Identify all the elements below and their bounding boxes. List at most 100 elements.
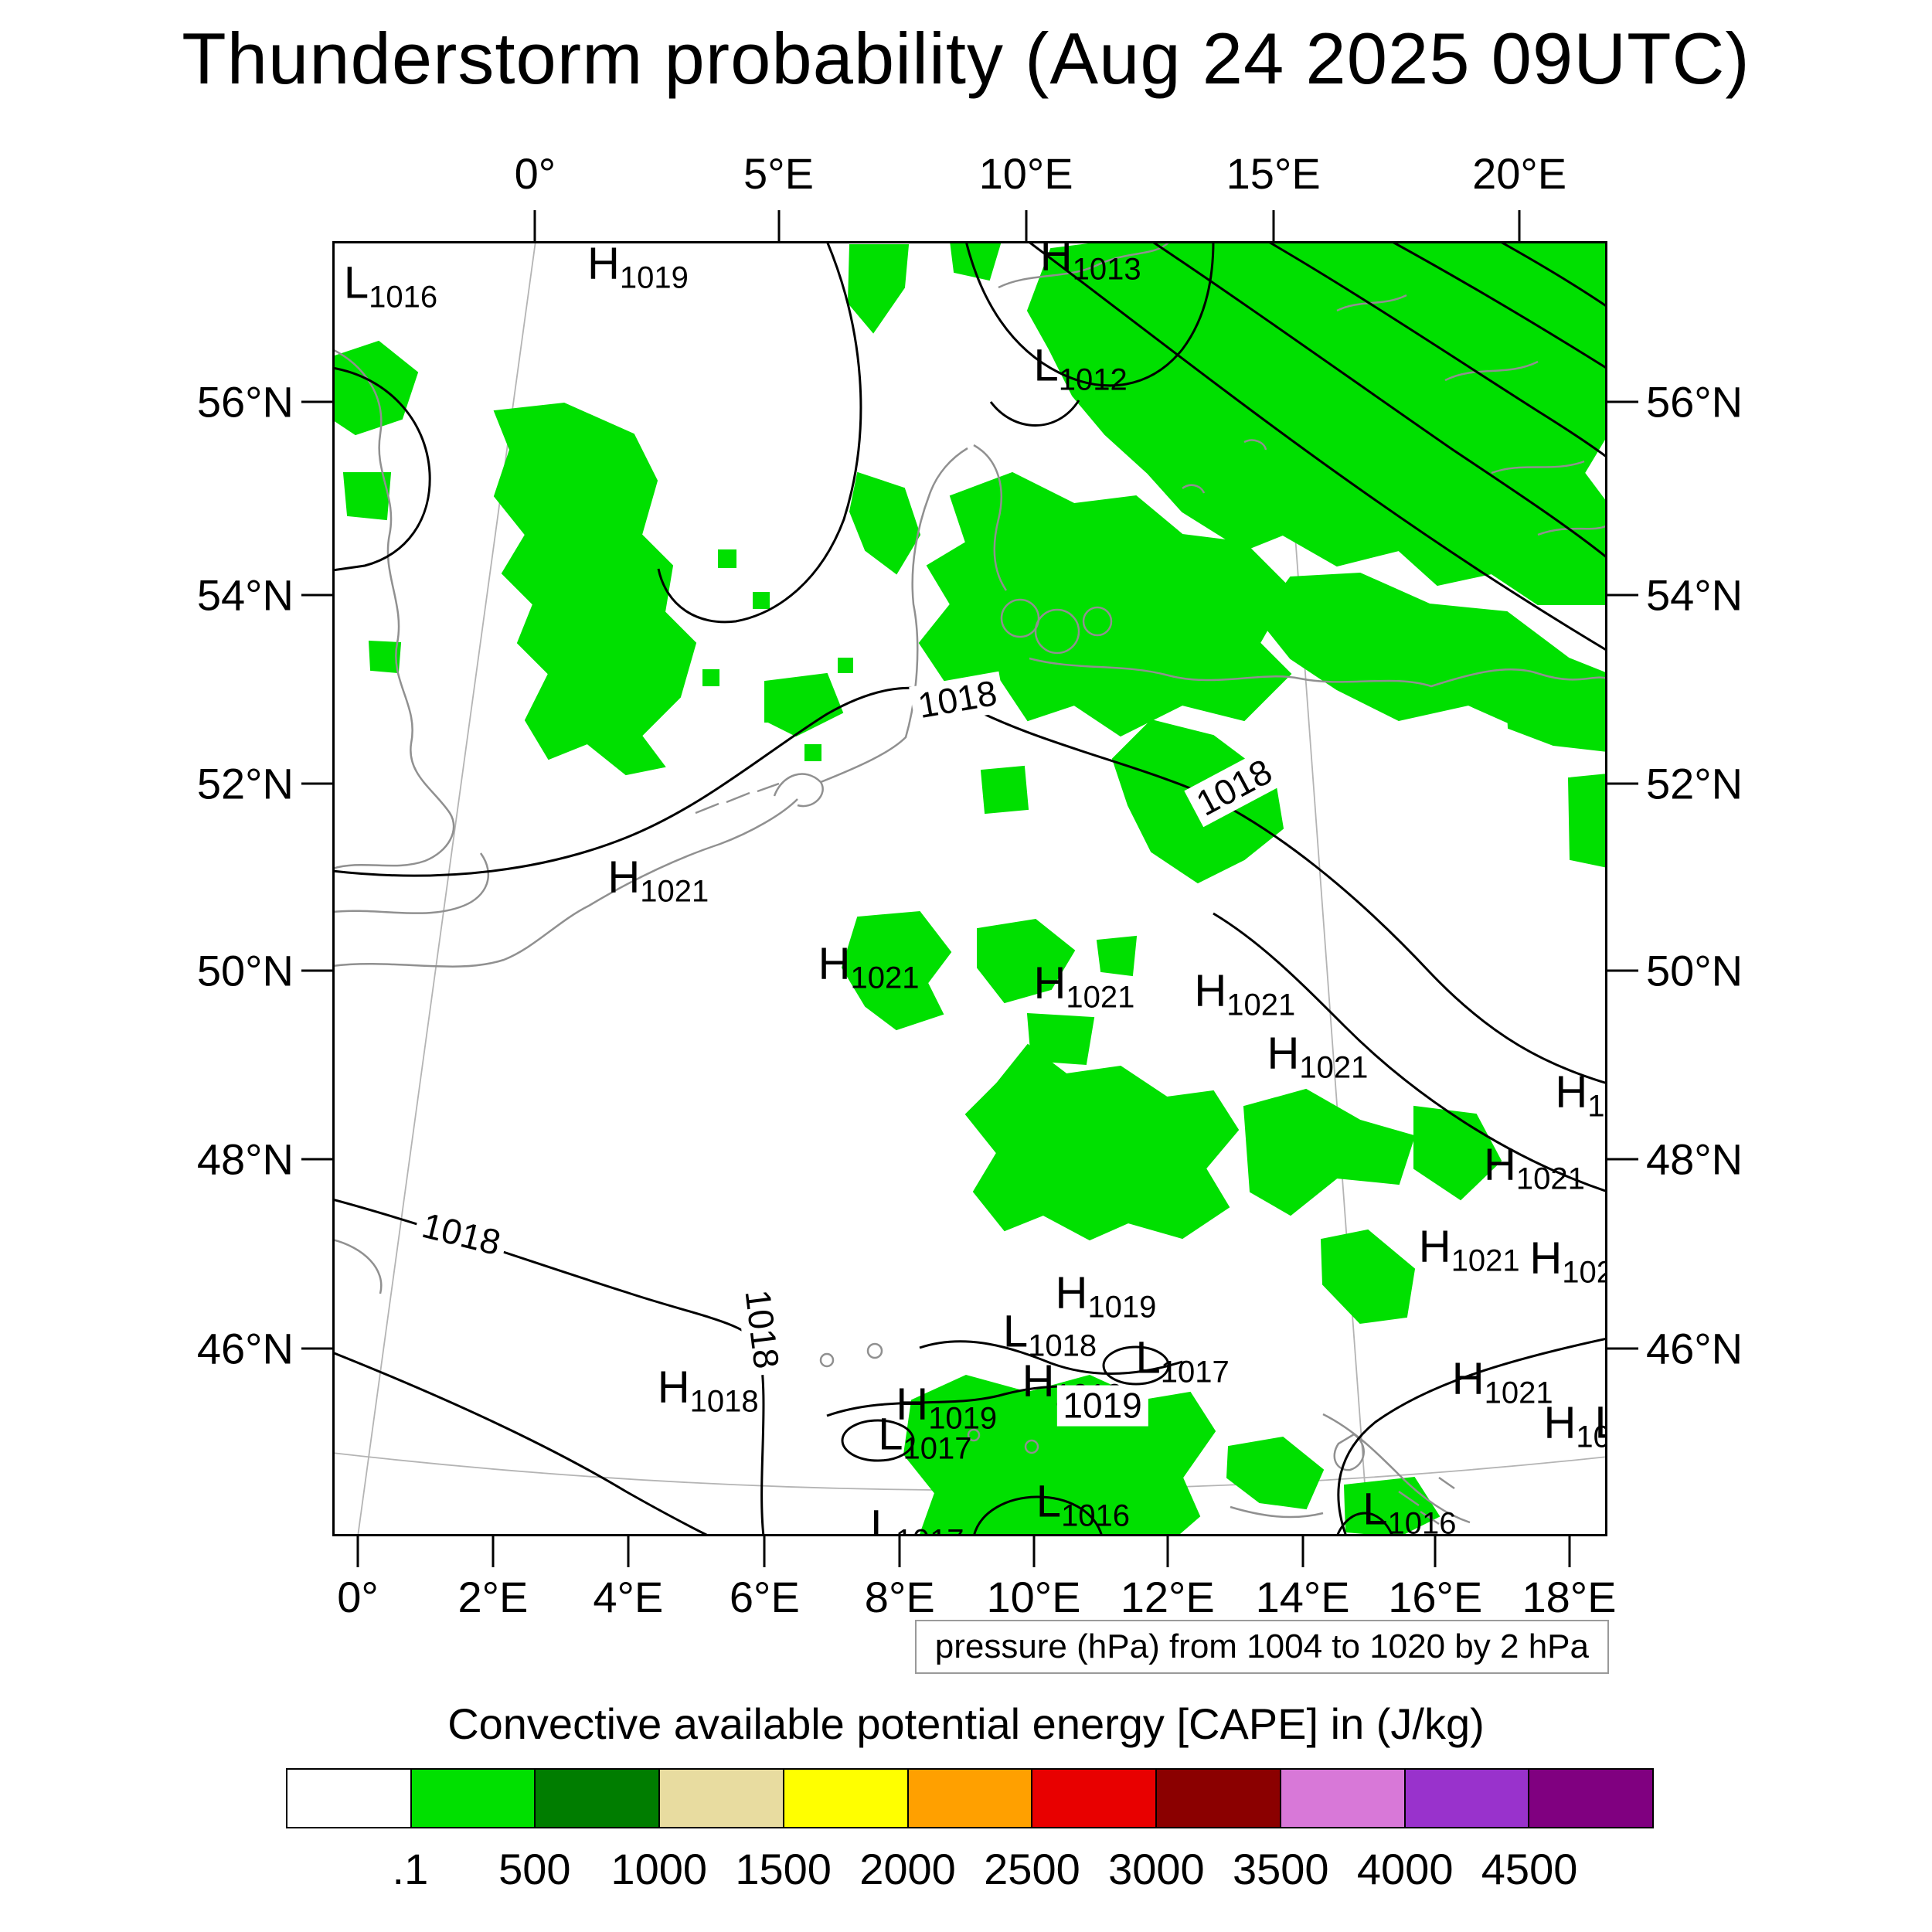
axis-label-bottom: 14°E — [1255, 1573, 1350, 1621]
axis-tick-left — [301, 400, 332, 403]
pressure-marker-h-1021: H1021 — [1418, 1221, 1520, 1278]
pressure-letter: L — [870, 1501, 896, 1536]
axis-label-right: 54°N — [1646, 570, 1743, 620]
axis-tick-top — [1272, 210, 1275, 241]
colorbar-tick-label: 1000 — [611, 1845, 708, 1893]
axis-tick-bottom — [627, 1536, 630, 1567]
contour-label: 1018 — [736, 1281, 788, 1377]
pressure-letter: L — [1135, 1332, 1161, 1383]
axis-tick-left — [301, 1347, 332, 1350]
axis-tick-left — [301, 1158, 332, 1161]
contour-label: 1018 — [908, 671, 1006, 728]
pressure-letter: L — [343, 257, 369, 308]
pressure-letter: H — [1055, 1267, 1088, 1318]
pressure-value: 1021 — [1515, 1162, 1585, 1196]
axis-label-right: 50°N — [1646, 946, 1743, 995]
axis-label-bottom: 2°E — [457, 1573, 529, 1621]
colorbar-tick-label: .1 — [392, 1845, 429, 1893]
axis-tick-top — [777, 210, 780, 241]
pressure-value: 1017 — [896, 1523, 964, 1536]
pressure-value: 1016 — [1387, 1506, 1457, 1536]
axis-tick-bottom — [1166, 1536, 1169, 1567]
axis-label-left: 56°N — [196, 377, 294, 427]
axis-tick-bottom — [492, 1536, 495, 1567]
pressure-value: 1021 — [1451, 1243, 1520, 1278]
pressure-letter: H — [1418, 1221, 1451, 1272]
colorbar-tick-label: 2500 — [984, 1845, 1080, 1893]
pressure-letter: L — [1362, 1484, 1388, 1535]
colorbar-segment — [534, 1768, 661, 1828]
pressure-value: 1016 — [1061, 1498, 1131, 1533]
contour-label: 1018 — [411, 1203, 511, 1266]
contour-label: 1018 — [1183, 748, 1284, 828]
axis-label-top: 0° — [514, 149, 556, 198]
axis-tick-right — [1607, 400, 1638, 403]
pressure-value: 1016 — [369, 280, 438, 315]
colorbar-segment — [1279, 1768, 1406, 1828]
pressure-value: 1017 — [903, 1431, 972, 1466]
map-plot: L1016 H1019 H1013 L1012 H1021 H1021 H1021 H1021… — [332, 241, 1607, 1536]
pressure-value: 102 — [1576, 1420, 1607, 1454]
pressure-marker-l-1017: L1017 — [878, 1412, 971, 1464]
axis-tick-right — [1607, 1347, 1638, 1350]
pressure-value: 1019 — [619, 260, 689, 295]
pressure-value: 1019 — [928, 1401, 998, 1436]
pressure-value: 1021 — [1562, 1255, 1607, 1290]
axis-label-top: 15°E — [1226, 149, 1321, 198]
colorbar-segment — [1403, 1768, 1530, 1828]
pressure-marker-h-1021: H1021 — [1194, 965, 1295, 1021]
colorbar-segment — [1031, 1768, 1158, 1828]
axis-label-right: 52°N — [1646, 759, 1743, 808]
pressure-value: 1012 — [1058, 362, 1128, 397]
axis-label-left: 46°N — [196, 1324, 294, 1373]
axis-label-left: 50°N — [196, 946, 294, 995]
pressure-letter: H — [1451, 1353, 1485, 1404]
pressure-marker-l-1017: L1017 — [870, 1504, 964, 1536]
axis-tick-left — [301, 594, 332, 597]
axis-tick-bottom — [1434, 1536, 1437, 1567]
axis-tick-top — [1025, 210, 1028, 241]
pressure-letter: L — [1036, 1476, 1062, 1527]
colorbar-segment — [782, 1768, 909, 1828]
cape-shaded-regions — [332, 241, 1607, 1536]
axis-label-bottom: 8°E — [864, 1573, 935, 1621]
axis-tick-top — [1518, 210, 1521, 241]
pressure-marker-h-1018: H1018 — [658, 1365, 759, 1419]
pressure-marker-h-1021: H1021 — [1529, 1233, 1607, 1290]
pressure-marker-l-1016: L1016 — [1036, 1476, 1131, 1533]
axis-tick-right — [1607, 782, 1638, 785]
colorbar-title: Convective available potential energy [C… — [447, 1699, 1485, 1748]
pressure-marker-h-1021: H1021 — [607, 855, 709, 907]
pressure-marker-h-1021: H1021 — [1267, 1031, 1368, 1083]
pressure-letter: H — [1033, 957, 1066, 1009]
axis-label-bottom: 4°E — [593, 1573, 664, 1621]
axis-tick-right — [1607, 969, 1638, 972]
pressure-letter: H — [1529, 1233, 1563, 1284]
axis-label-bottom: 10°E — [986, 1573, 1081, 1621]
axis-label-bottom: 0° — [337, 1573, 379, 1621]
axis-label-top: 10°E — [978, 149, 1073, 198]
axis-tick-right — [1607, 594, 1638, 597]
map-label-overlay: L1016 H1019 H1013 L1012 H1021 H1021 H1021 H1021… — [332, 241, 1607, 1536]
pressure-value: 1021 — [1484, 1376, 1553, 1410]
axis-tick-bottom — [898, 1536, 901, 1567]
axis-tick-top — [533, 210, 536, 241]
colorbar-segment — [286, 1768, 412, 1828]
colorbar-tick-label: 3000 — [1108, 1845, 1205, 1893]
pressure-value: 1017 — [1160, 1355, 1230, 1389]
pressure-letter: H — [818, 938, 851, 989]
pressure-letter: H — [896, 1379, 929, 1430]
axis-label-left: 48°N — [196, 1134, 294, 1184]
pressure-marker-l-1012: L1012 — [1033, 340, 1128, 397]
pressure-letter: L — [1033, 340, 1059, 391]
pressure-marker-l-1017: L1017 — [1135, 1332, 1230, 1389]
axis-label-bottom: 12°E — [1120, 1573, 1215, 1621]
colorbar-tick-label: 4000 — [1356, 1845, 1454, 1893]
pressure-value: 1018 — [689, 1384, 759, 1419]
pressure-letter: H — [1194, 965, 1227, 1016]
pressure-marker-h-1019: H1019 — [1055, 1267, 1157, 1323]
pressure-letter: H — [1267, 1028, 1300, 1079]
pressure-letter: H — [1543, 1397, 1577, 1448]
axis-label-bottom: 16°E — [1388, 1573, 1483, 1621]
pressure-marker-h-1013: H1013 — [1040, 241, 1141, 285]
